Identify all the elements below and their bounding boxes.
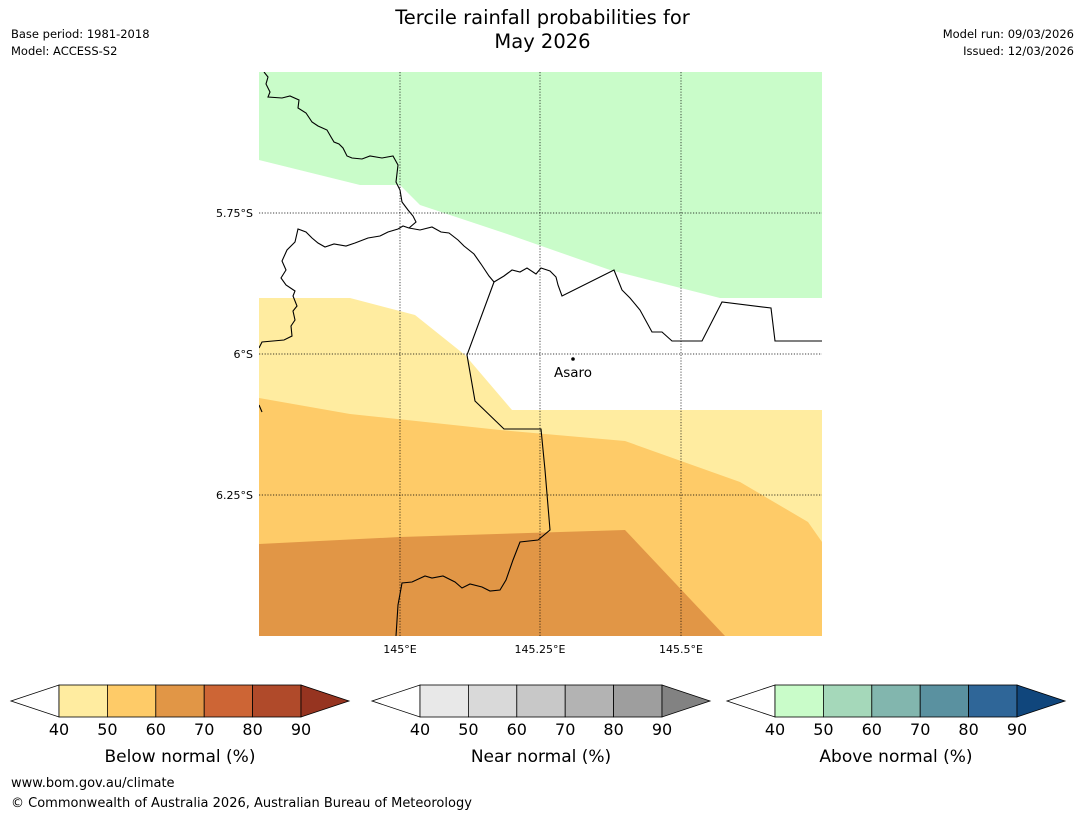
model-name: Model: ACCESS-S2 bbox=[11, 44, 118, 58]
model-run: Model run: 09/03/2026 bbox=[942, 27, 1074, 41]
colorbar-below-label: Below normal (%) bbox=[105, 747, 256, 767]
colorbar-below-tick: 50 bbox=[97, 720, 117, 739]
colorbar-above-tick: 80 bbox=[958, 720, 978, 739]
lon-label-145-5e: 145.5°E bbox=[659, 643, 703, 656]
colorbar-near-tick: 40 bbox=[410, 720, 430, 739]
footer-url[interactable]: www.bom.gov.au/climate bbox=[11, 776, 175, 791]
colorbar-near: 40 50 60 70 80 90 Near normal (%) bbox=[370, 684, 712, 767]
colorbar-below-swatches bbox=[9, 684, 351, 718]
lat-label-6s: 6°S bbox=[234, 348, 253, 361]
colorbar-near-tick: 50 bbox=[458, 720, 478, 739]
lat-label-5-75s: 5.75°S bbox=[216, 207, 253, 220]
footer: www.bom.gov.au/climate © Commonwealth of… bbox=[11, 774, 472, 814]
colorbar-near-swatch bbox=[613, 684, 663, 718]
colorbar-below-low-extend bbox=[9, 684, 60, 718]
colorbar-above-tick: 40 bbox=[765, 720, 785, 739]
asaro-label: Asaro bbox=[554, 365, 592, 381]
colorbar-below-swatch bbox=[107, 684, 157, 718]
meta-right: Model run: 09/03/2026 Issued: 12/03/2026 bbox=[943, 26, 1074, 60]
colorbar-above-label: Above normal (%) bbox=[819, 747, 972, 767]
colorbar-below-swatch bbox=[58, 684, 108, 718]
lat-label-6-25s: 6.25°S bbox=[216, 489, 253, 502]
asaro-marker bbox=[571, 357, 575, 361]
colorbar-below-tick: 70 bbox=[194, 720, 214, 739]
base-period: Base period: 1981-2018 bbox=[11, 27, 150, 41]
coastline-west-stub bbox=[259, 404, 263, 413]
colorbar-below: 40 50 60 70 80 90 Below normal (%) bbox=[9, 684, 351, 767]
colorbar-near-low-extend bbox=[370, 684, 421, 718]
colorbar-near-swatch bbox=[564, 684, 615, 718]
title-line-1: Tercile rainfall probabilities for bbox=[395, 6, 690, 29]
lon-label-145-25e: 145.25°E bbox=[515, 643, 566, 656]
map-plot-area bbox=[259, 72, 822, 636]
colorbar-below-tick: 40 bbox=[49, 720, 69, 739]
colorbar-above-tick: 50 bbox=[813, 720, 833, 739]
colorbar-below-swatch bbox=[203, 684, 253, 718]
colorbar-near-swatch bbox=[467, 684, 518, 718]
colorbar-above-swatch bbox=[968, 684, 1018, 718]
coastline-central bbox=[408, 226, 822, 342]
colorbar-above-tick: 60 bbox=[862, 720, 882, 739]
colorbar-near-tick: 90 bbox=[652, 720, 672, 739]
colorbar-near-swatch bbox=[419, 684, 469, 718]
colorbar-near-tick: 60 bbox=[507, 720, 527, 739]
issued-date: Issued: 12/03/2026 bbox=[963, 44, 1074, 58]
colorbar-above: 40 50 60 70 80 90 Above normal (%) bbox=[725, 684, 1067, 767]
lon-label-145e: 145°E bbox=[383, 643, 416, 656]
colorbar-near-high-extend bbox=[661, 684, 712, 718]
colorbar-below-swatch bbox=[155, 684, 205, 718]
colorbar-near-tick: 70 bbox=[555, 720, 575, 739]
colorbar-near-label: Near normal (%) bbox=[471, 747, 611, 767]
colorbar-above-high-extend bbox=[1016, 684, 1067, 718]
colorbar-above-swatch bbox=[871, 684, 921, 718]
below-normal-60-region bbox=[259, 530, 725, 636]
colorbar-below-tick: 80 bbox=[242, 720, 262, 739]
colorbar-above-swatches bbox=[725, 684, 1067, 718]
colorbar-near-swatches bbox=[370, 684, 712, 718]
colorbar-near-swatch bbox=[516, 684, 566, 718]
colorbar-above-swatch bbox=[919, 684, 970, 718]
meta-left: Base period: 1981-2018 Model: ACCESS-S2 bbox=[11, 26, 150, 60]
colorbar-above-swatch bbox=[823, 684, 873, 718]
page-title: Tercile rainfall probabilities for May 2… bbox=[0, 6, 1085, 54]
colorbar-near-tick: 80 bbox=[603, 720, 623, 739]
colorbar-above-low-extend bbox=[725, 684, 776, 718]
colorbar-below-tick: 60 bbox=[146, 720, 166, 739]
colorbar-below-tick: 90 bbox=[291, 720, 311, 739]
title-line-2: May 2026 bbox=[494, 30, 591, 53]
colorbar-below-swatch bbox=[252, 684, 302, 718]
colorbar-above-tick: 90 bbox=[1007, 720, 1027, 739]
colorbar-above-swatch bbox=[774, 684, 824, 718]
province-border bbox=[395, 281, 551, 636]
footer-copyright: © Commonwealth of Australia 2026, Austra… bbox=[11, 796, 472, 811]
colorbar-below-high-extend bbox=[300, 684, 351, 718]
coastline-north bbox=[259, 72, 417, 349]
colorbar-above-tick: 70 bbox=[910, 720, 930, 739]
